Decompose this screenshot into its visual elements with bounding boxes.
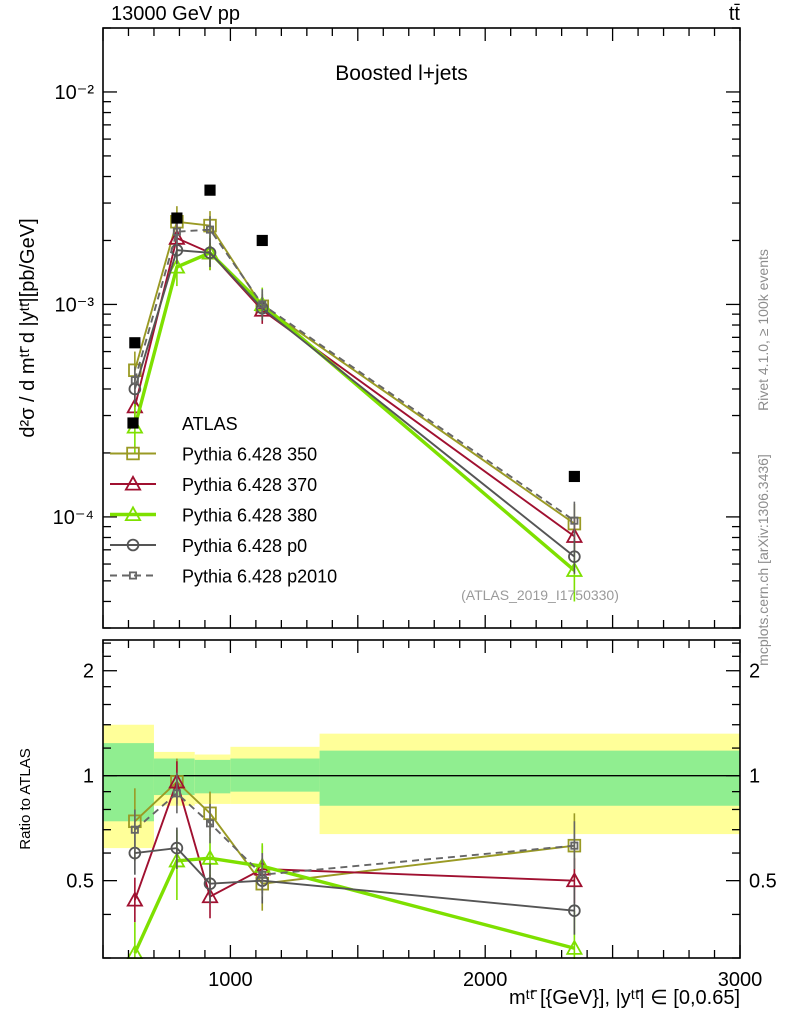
sidebar-rivet-info: Rivet 4.1.0, ≥ 100k events xyxy=(755,249,771,411)
marker-circle xyxy=(170,841,184,855)
marker-square xyxy=(128,571,138,580)
marker-triangle xyxy=(565,871,584,888)
series-line-p2010 xyxy=(133,228,575,522)
marker-square xyxy=(258,870,267,879)
marker-triangle xyxy=(124,475,142,491)
main-panel-frame xyxy=(102,27,741,629)
ratio-panel-frame xyxy=(102,639,741,959)
marker-square xyxy=(130,825,139,834)
marker-filled-square xyxy=(568,470,580,483)
y-axis-label: d²σ / d mᵗᵗ̄ d |yᵗᵗ̄|[pb/GeV] xyxy=(17,218,39,437)
mask-mid xyxy=(0,629,786,640)
main-title: Boosted l+jets xyxy=(335,62,468,85)
sidebar-mcplots-info: mcplots.cern.ch [arXiv:1306.3436] xyxy=(755,454,771,666)
ratio-y-tick-label: 0.5 xyxy=(66,871,94,893)
marker-filled-square xyxy=(204,184,216,196)
marker-triangle xyxy=(126,891,144,907)
marker-circle xyxy=(203,877,217,891)
marker-triangle xyxy=(124,505,142,522)
header-energy: 13000 GeV pp xyxy=(111,3,240,25)
marker-filled-square xyxy=(129,337,141,349)
mask-right xyxy=(741,0,786,1024)
legend-label-atlas: ATLAS xyxy=(182,414,238,434)
x-axis-label: mᵗᵗ̄ [{GeV}], |yᵗᵗ̄| ∈ [0,0.65] xyxy=(509,987,740,1009)
marker-filled-square xyxy=(127,417,139,429)
marker-triangle xyxy=(565,939,584,955)
marker-square xyxy=(205,225,215,234)
analysis-watermark: (ATLAS_2019_I1750330) xyxy=(461,587,619,603)
x-tick-label: 2000 xyxy=(463,969,508,991)
header-process: tt̄ xyxy=(729,3,741,25)
marker-square xyxy=(205,819,215,828)
mask-top xyxy=(0,0,786,28)
marker-square xyxy=(570,516,579,525)
legend-label-p350: Pythia 6.428 350 xyxy=(182,445,317,465)
marker-square xyxy=(126,446,140,461)
marker-square xyxy=(172,789,181,798)
marker-triangle xyxy=(168,258,186,274)
x-tick-label: 1000 xyxy=(208,969,253,991)
ratio-band-green xyxy=(194,759,231,794)
ratio-y-tick-label-right: 1 xyxy=(749,766,760,788)
y-tick-label: 10⁻³ xyxy=(55,294,95,316)
ratio-y-axis-label: Ratio to ATLAS xyxy=(17,748,34,849)
mask-bottom xyxy=(0,959,786,1024)
y-tick-label: 10⁻² xyxy=(55,82,95,104)
marker-square xyxy=(172,227,181,236)
legend-label-p370: Pythia 6.428 370 xyxy=(182,475,317,495)
marker-filled-square xyxy=(171,212,183,224)
mask-left xyxy=(0,0,103,1024)
ratio-band-green xyxy=(103,743,154,822)
marker-triangle xyxy=(565,561,584,577)
ratio-y-tick-label: 1 xyxy=(83,766,94,788)
legend-label-pp0: Pythia 6.428 p0 xyxy=(182,536,307,556)
marker-circle xyxy=(568,904,581,917)
marker-square xyxy=(130,376,139,385)
ratio-y-tick-label: 2 xyxy=(83,661,94,683)
marker-square xyxy=(570,841,579,850)
ratio-y-tick-label-right: 2 xyxy=(749,661,760,683)
legend-label-p380: Pythia 6.428 380 xyxy=(182,506,317,526)
marker-circle xyxy=(126,538,140,552)
x-tick-label: 3000 xyxy=(718,969,763,991)
ratio-y-tick-label-right: 0.5 xyxy=(749,871,777,893)
marker-square xyxy=(258,300,267,309)
marker-circle xyxy=(203,246,217,260)
marker-circle xyxy=(568,550,581,563)
marker-filled-square xyxy=(256,234,268,247)
legend-label-p2010: Pythia 6.428 p2010 xyxy=(182,567,337,587)
y-tick-label: 10⁻⁴ xyxy=(53,507,94,529)
ratio-band-green xyxy=(319,750,740,806)
